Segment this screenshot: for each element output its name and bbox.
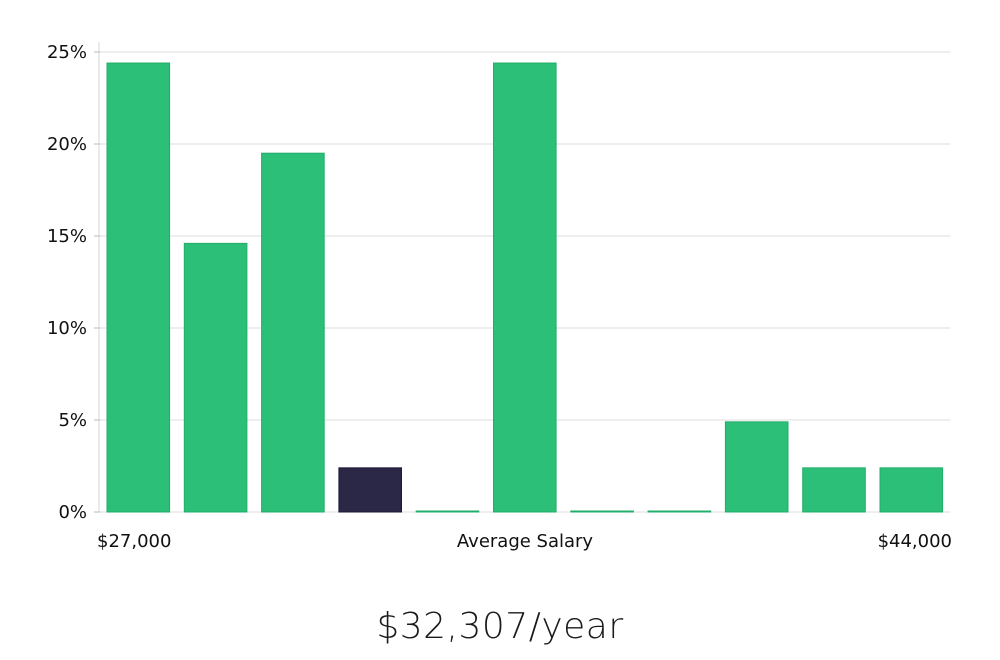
histogram-bar — [647, 510, 712, 513]
y-tick-label: 5% — [58, 410, 87, 431]
histogram-bar — [570, 510, 634, 513]
y-tick-label: 20% — [47, 134, 87, 155]
histogram-bar — [493, 62, 557, 513]
y-tick-label: 25% — [47, 42, 87, 63]
histogram-bar — [802, 467, 866, 513]
x-max-label: $44,000 — [878, 531, 952, 552]
bars — [106, 62, 944, 513]
histogram-bar — [724, 421, 789, 513]
y-tick-label: 15% — [47, 226, 87, 247]
histogram-bar-highlighted — [338, 467, 402, 513]
histogram-bar — [106, 62, 171, 513]
histogram-bar — [879, 467, 944, 513]
y-tick-label: 10% — [47, 318, 87, 339]
histogram-bar — [415, 510, 480, 513]
x-center-label: Average Salary — [457, 531, 594, 552]
salary-histogram: 0%5%10%15%20%25% $27,000 Average Salary … — [47, 42, 952, 552]
average-salary-value: $32,307/year — [376, 606, 624, 647]
x-min-label: $27,000 — [97, 531, 171, 552]
histogram-bar — [183, 242, 248, 513]
y-tick-label: 0% — [58, 502, 87, 523]
histogram-bar — [261, 152, 325, 513]
y-axis-ticks: 0% 5% 10% 15% 20% 25% — [47, 42, 100, 523]
